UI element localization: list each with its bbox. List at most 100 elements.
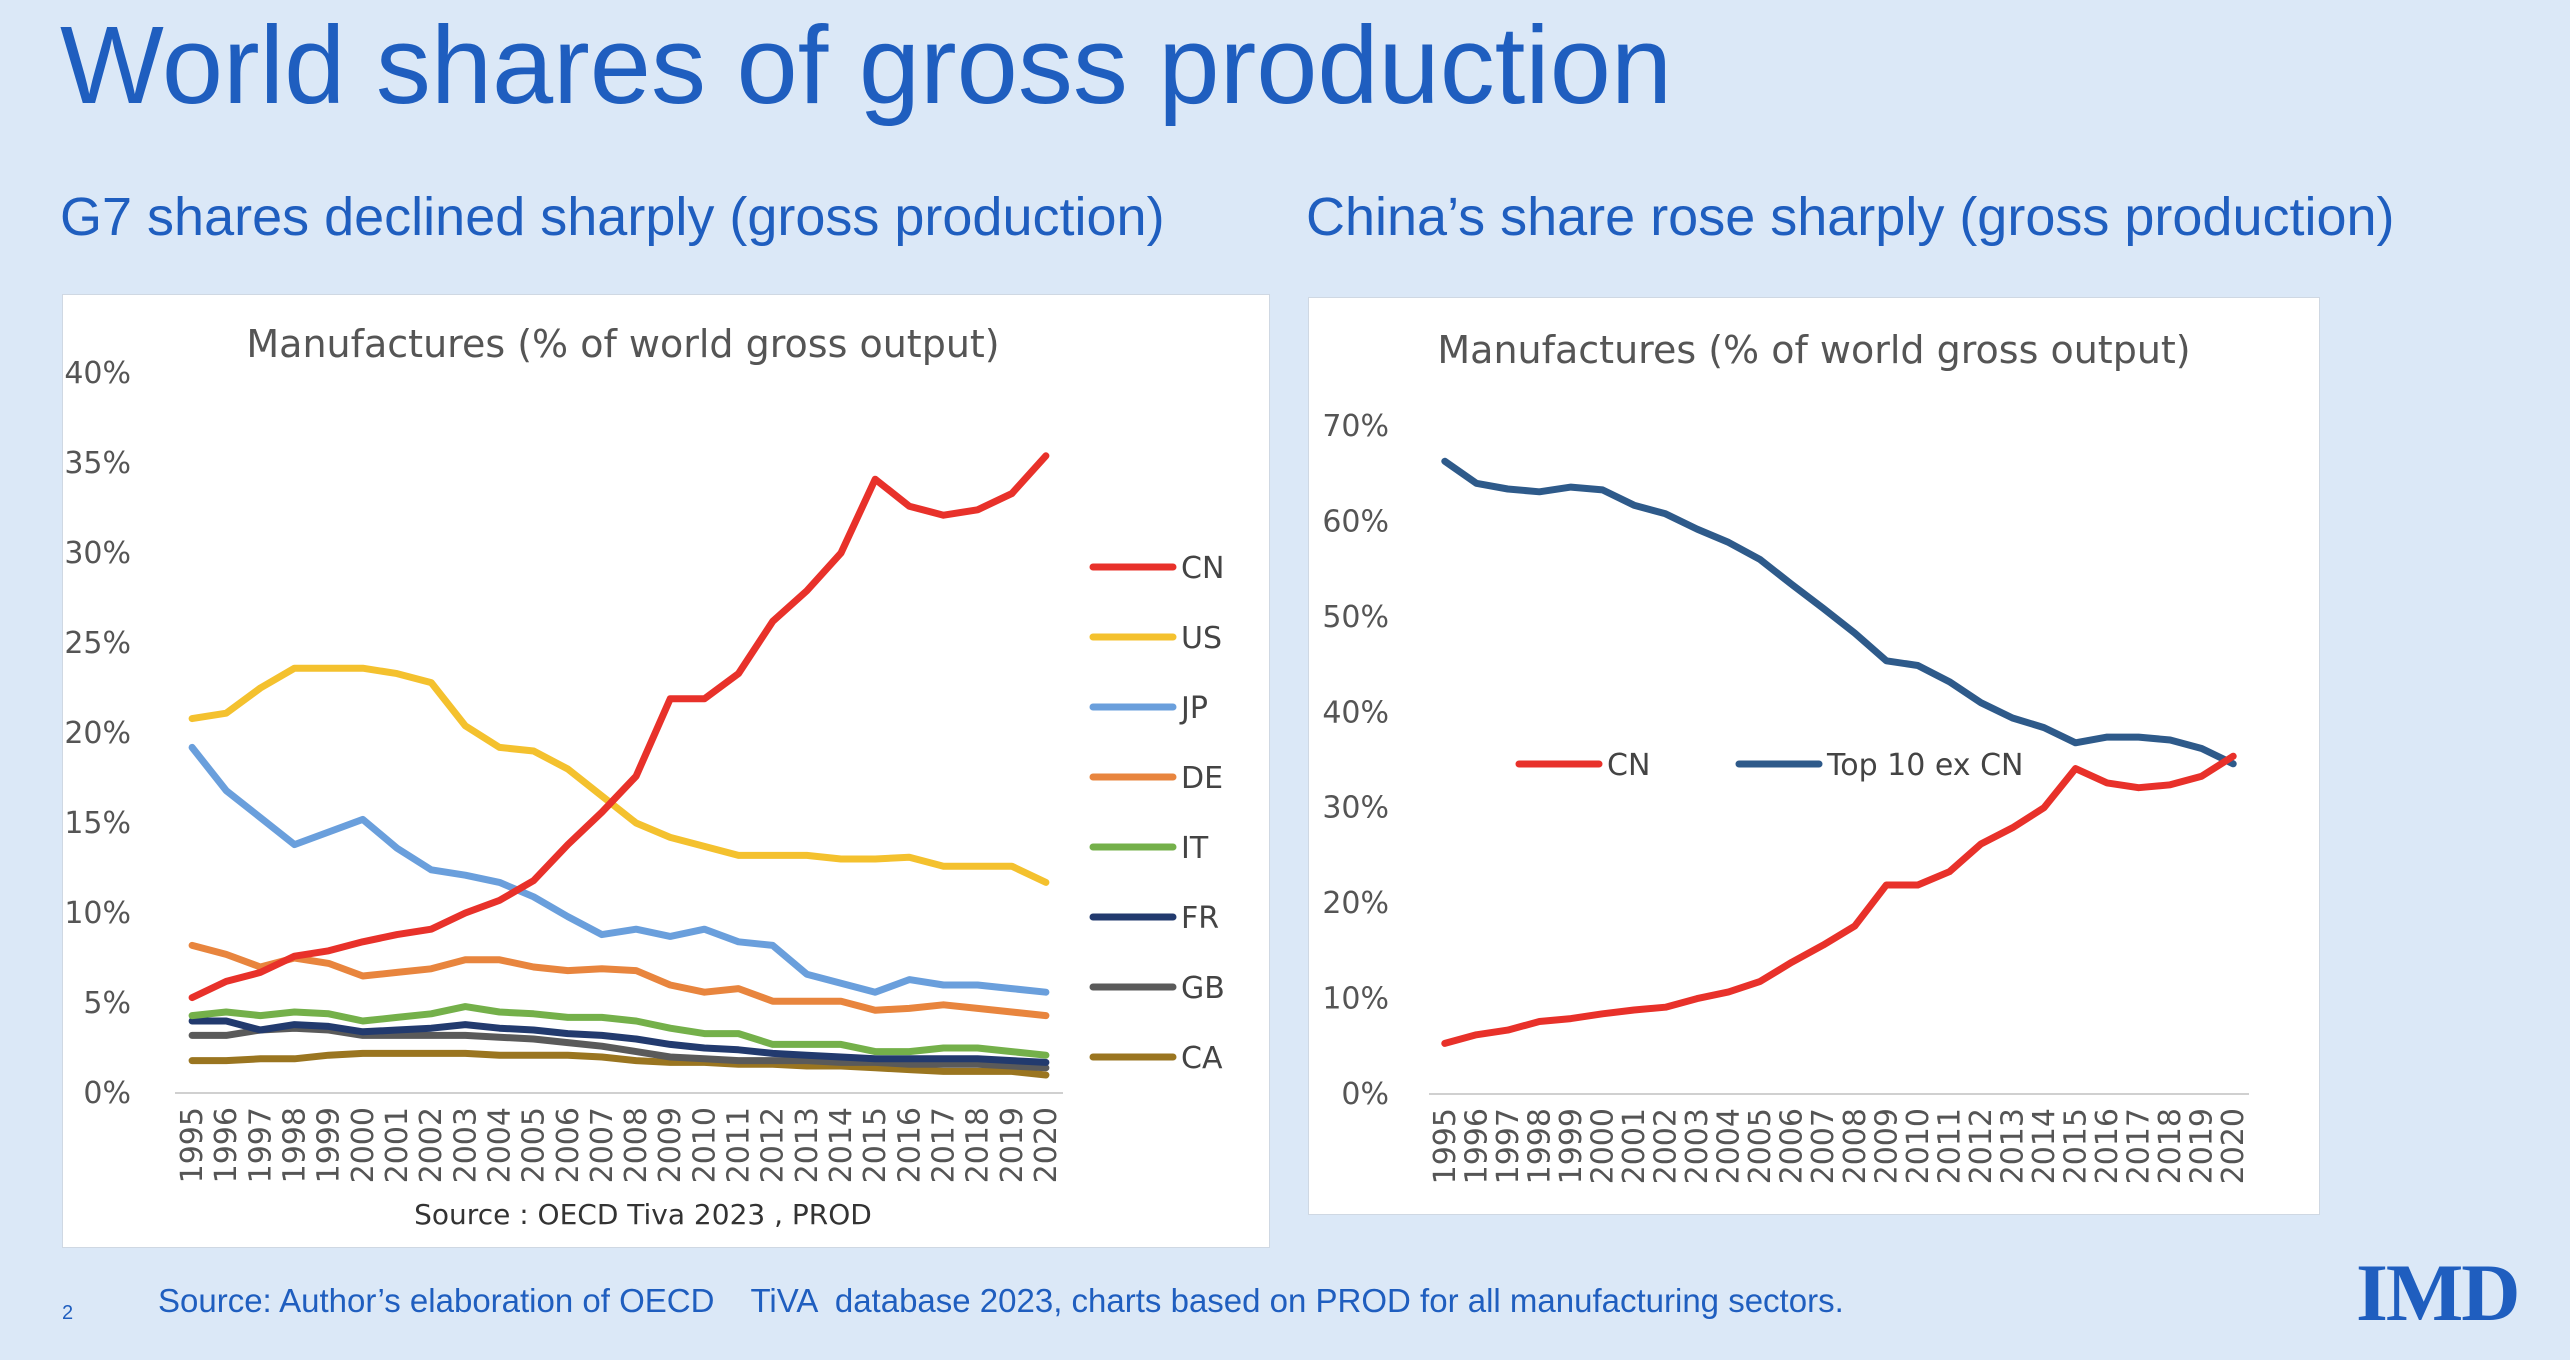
x-tick-label: 2018 [2153, 1108, 2188, 1184]
y-tick-label: 70% [1322, 409, 1389, 444]
y-tick-label: 10% [1322, 982, 1389, 1017]
y-tick-label: 0% [83, 1076, 131, 1111]
x-tick-label: 2015 [858, 1107, 893, 1183]
x-tick-label: 2004 [1712, 1108, 1747, 1184]
x-tick-label: 2011 [1932, 1108, 1967, 1184]
x-tick-label: 2010 [687, 1107, 722, 1183]
x-tick-label: 1998 [1522, 1108, 1557, 1184]
x-tick-label: 2009 [653, 1107, 688, 1183]
x-tick-label: 2007 [1806, 1108, 1841, 1184]
china-chart: Manufactures (% of world gross output) 0%… [1322, 328, 2251, 1184]
x-tick-label: 1999 [312, 1107, 347, 1183]
y-tick-label: 0% [1341, 1077, 1389, 1112]
x-tick-label: 2018 [961, 1107, 996, 1183]
g7-chart-panel: Manufactures (% of world gross output) 0%… [62, 294, 1270, 1248]
x-tick-label: 2010 [1901, 1108, 1936, 1184]
legend-label: FR [1181, 901, 1219, 936]
series-line-fr [188, 1017, 1050, 1066]
china-chart-panel: Manufactures (% of world gross output) 0%… [1308, 297, 2320, 1215]
x-tick-label: 2013 [790, 1107, 825, 1183]
x-tick-label: 2016 [892, 1107, 927, 1183]
chart-title: Manufactures (% of world gross output) [1437, 328, 2190, 372]
y-tick-label: 35% [64, 446, 131, 481]
legend-label: CN [1181, 551, 1224, 586]
x-tick-label: 2015 [2059, 1108, 2094, 1184]
x-tick-label: 1997 [243, 1107, 278, 1183]
y-tick-label: 40% [64, 356, 131, 391]
x-tick-label: 2008 [1838, 1108, 1873, 1184]
footnote: Source: Author’s elaboration of OECD TiV… [158, 1282, 1844, 1319]
legend-label: IT [1181, 831, 1209, 866]
y-tick-label: 15% [64, 806, 131, 841]
x-tick-label: 2009 [1869, 1108, 1904, 1184]
x-tick-label: 2002 [1649, 1108, 1684, 1184]
chart-title: Manufactures (% of world gross output) [246, 322, 999, 366]
legend-label: CN [1607, 748, 1650, 783]
x-tick-label: 2001 [380, 1107, 415, 1183]
x-tick-label: 2003 [448, 1107, 483, 1183]
x-tick-label: 2007 [585, 1107, 620, 1183]
x-tick-label: 2017 [926, 1107, 961, 1183]
x-tick-label: 2004 [482, 1107, 517, 1183]
legend-label: US [1181, 621, 1222, 656]
series-line-cn [188, 452, 1050, 1002]
imd-logo: IMD [2356, 1247, 2521, 1338]
x-tick-label: 2000 [346, 1107, 381, 1183]
x-tick-label: 2014 [824, 1107, 859, 1183]
x-tick-label: 1997 [1491, 1108, 1526, 1184]
series-line-us [188, 664, 1050, 886]
x-tick-label: 2014 [2027, 1108, 2062, 1184]
x-tick-label: 2020 [1029, 1107, 1064, 1183]
x-tick-label: 2012 [1964, 1108, 1999, 1184]
y-tick-label: 20% [1322, 886, 1389, 921]
x-tick-label: 2002 [414, 1107, 449, 1183]
series-line-it [188, 1003, 1050, 1059]
x-tick-label: 2019 [2185, 1108, 2220, 1184]
x-tick-label: 1996 [1459, 1108, 1494, 1184]
legend-label: CA [1181, 1041, 1223, 1076]
chart-source: Source : OECD Tiva 2023 , PROD [414, 1198, 872, 1231]
x-tick-label: 2011 [722, 1107, 757, 1183]
series-line-cn [1441, 752, 2237, 1047]
x-tick-label: 2003 [1680, 1108, 1715, 1184]
x-tick-label: 2008 [619, 1107, 654, 1183]
x-tick-label: 2001 [1617, 1108, 1652, 1184]
y-tick-label: 30% [1322, 791, 1389, 826]
y-tick-label: 5% [83, 986, 131, 1021]
series-line-de [188, 941, 1050, 1020]
page-number: 2 [62, 1302, 74, 1324]
right-subtitle: China’s share rose sharply (gross produc… [1306, 187, 2395, 247]
y-tick-label: 25% [64, 626, 131, 661]
y-tick-label: 60% [1322, 504, 1389, 539]
x-tick-label: 1998 [278, 1107, 313, 1183]
series-line-ca [188, 1049, 1050, 1079]
legend-label: GB [1181, 971, 1225, 1006]
y-tick-label: 30% [64, 536, 131, 571]
y-tick-label: 50% [1322, 600, 1389, 635]
x-tick-label: 2019 [995, 1107, 1030, 1183]
x-tick-label: 2012 [756, 1107, 791, 1183]
x-tick-label: 2006 [1775, 1108, 1810, 1184]
y-tick-label: 20% [64, 716, 131, 751]
slide-title: World shares of gross production [60, 4, 1673, 127]
x-tick-label: 2016 [2090, 1108, 2125, 1184]
left-subtitle: G7 shares declined sharply (gross produc… [60, 187, 1165, 247]
x-tick-label: 2020 [2216, 1108, 2251, 1184]
x-tick-label: 2005 [517, 1107, 552, 1183]
x-tick-label: 1995 [1428, 1108, 1463, 1184]
x-tick-label: 1995 [175, 1107, 210, 1183]
legend-label: Top 10 ex CN [1826, 748, 2023, 783]
legend-label: DE [1181, 761, 1223, 796]
x-tick-label: 2017 [2122, 1108, 2157, 1184]
legend-label: JP [1179, 691, 1208, 726]
x-tick-label: 2013 [1995, 1108, 2030, 1184]
x-tick-label: 2005 [1743, 1108, 1778, 1184]
x-tick-label: 2000 [1585, 1108, 1620, 1184]
y-tick-label: 10% [64, 896, 131, 931]
y-tick-label: 40% [1322, 695, 1389, 730]
series-line-top-10-ex-cn [1441, 457, 2237, 768]
x-tick-label: 1996 [209, 1107, 244, 1183]
g7-chart: Manufactures (% of world gross output) 0%… [64, 322, 1225, 1231]
x-tick-label: 1999 [1554, 1108, 1589, 1184]
x-tick-label: 2006 [551, 1107, 586, 1183]
